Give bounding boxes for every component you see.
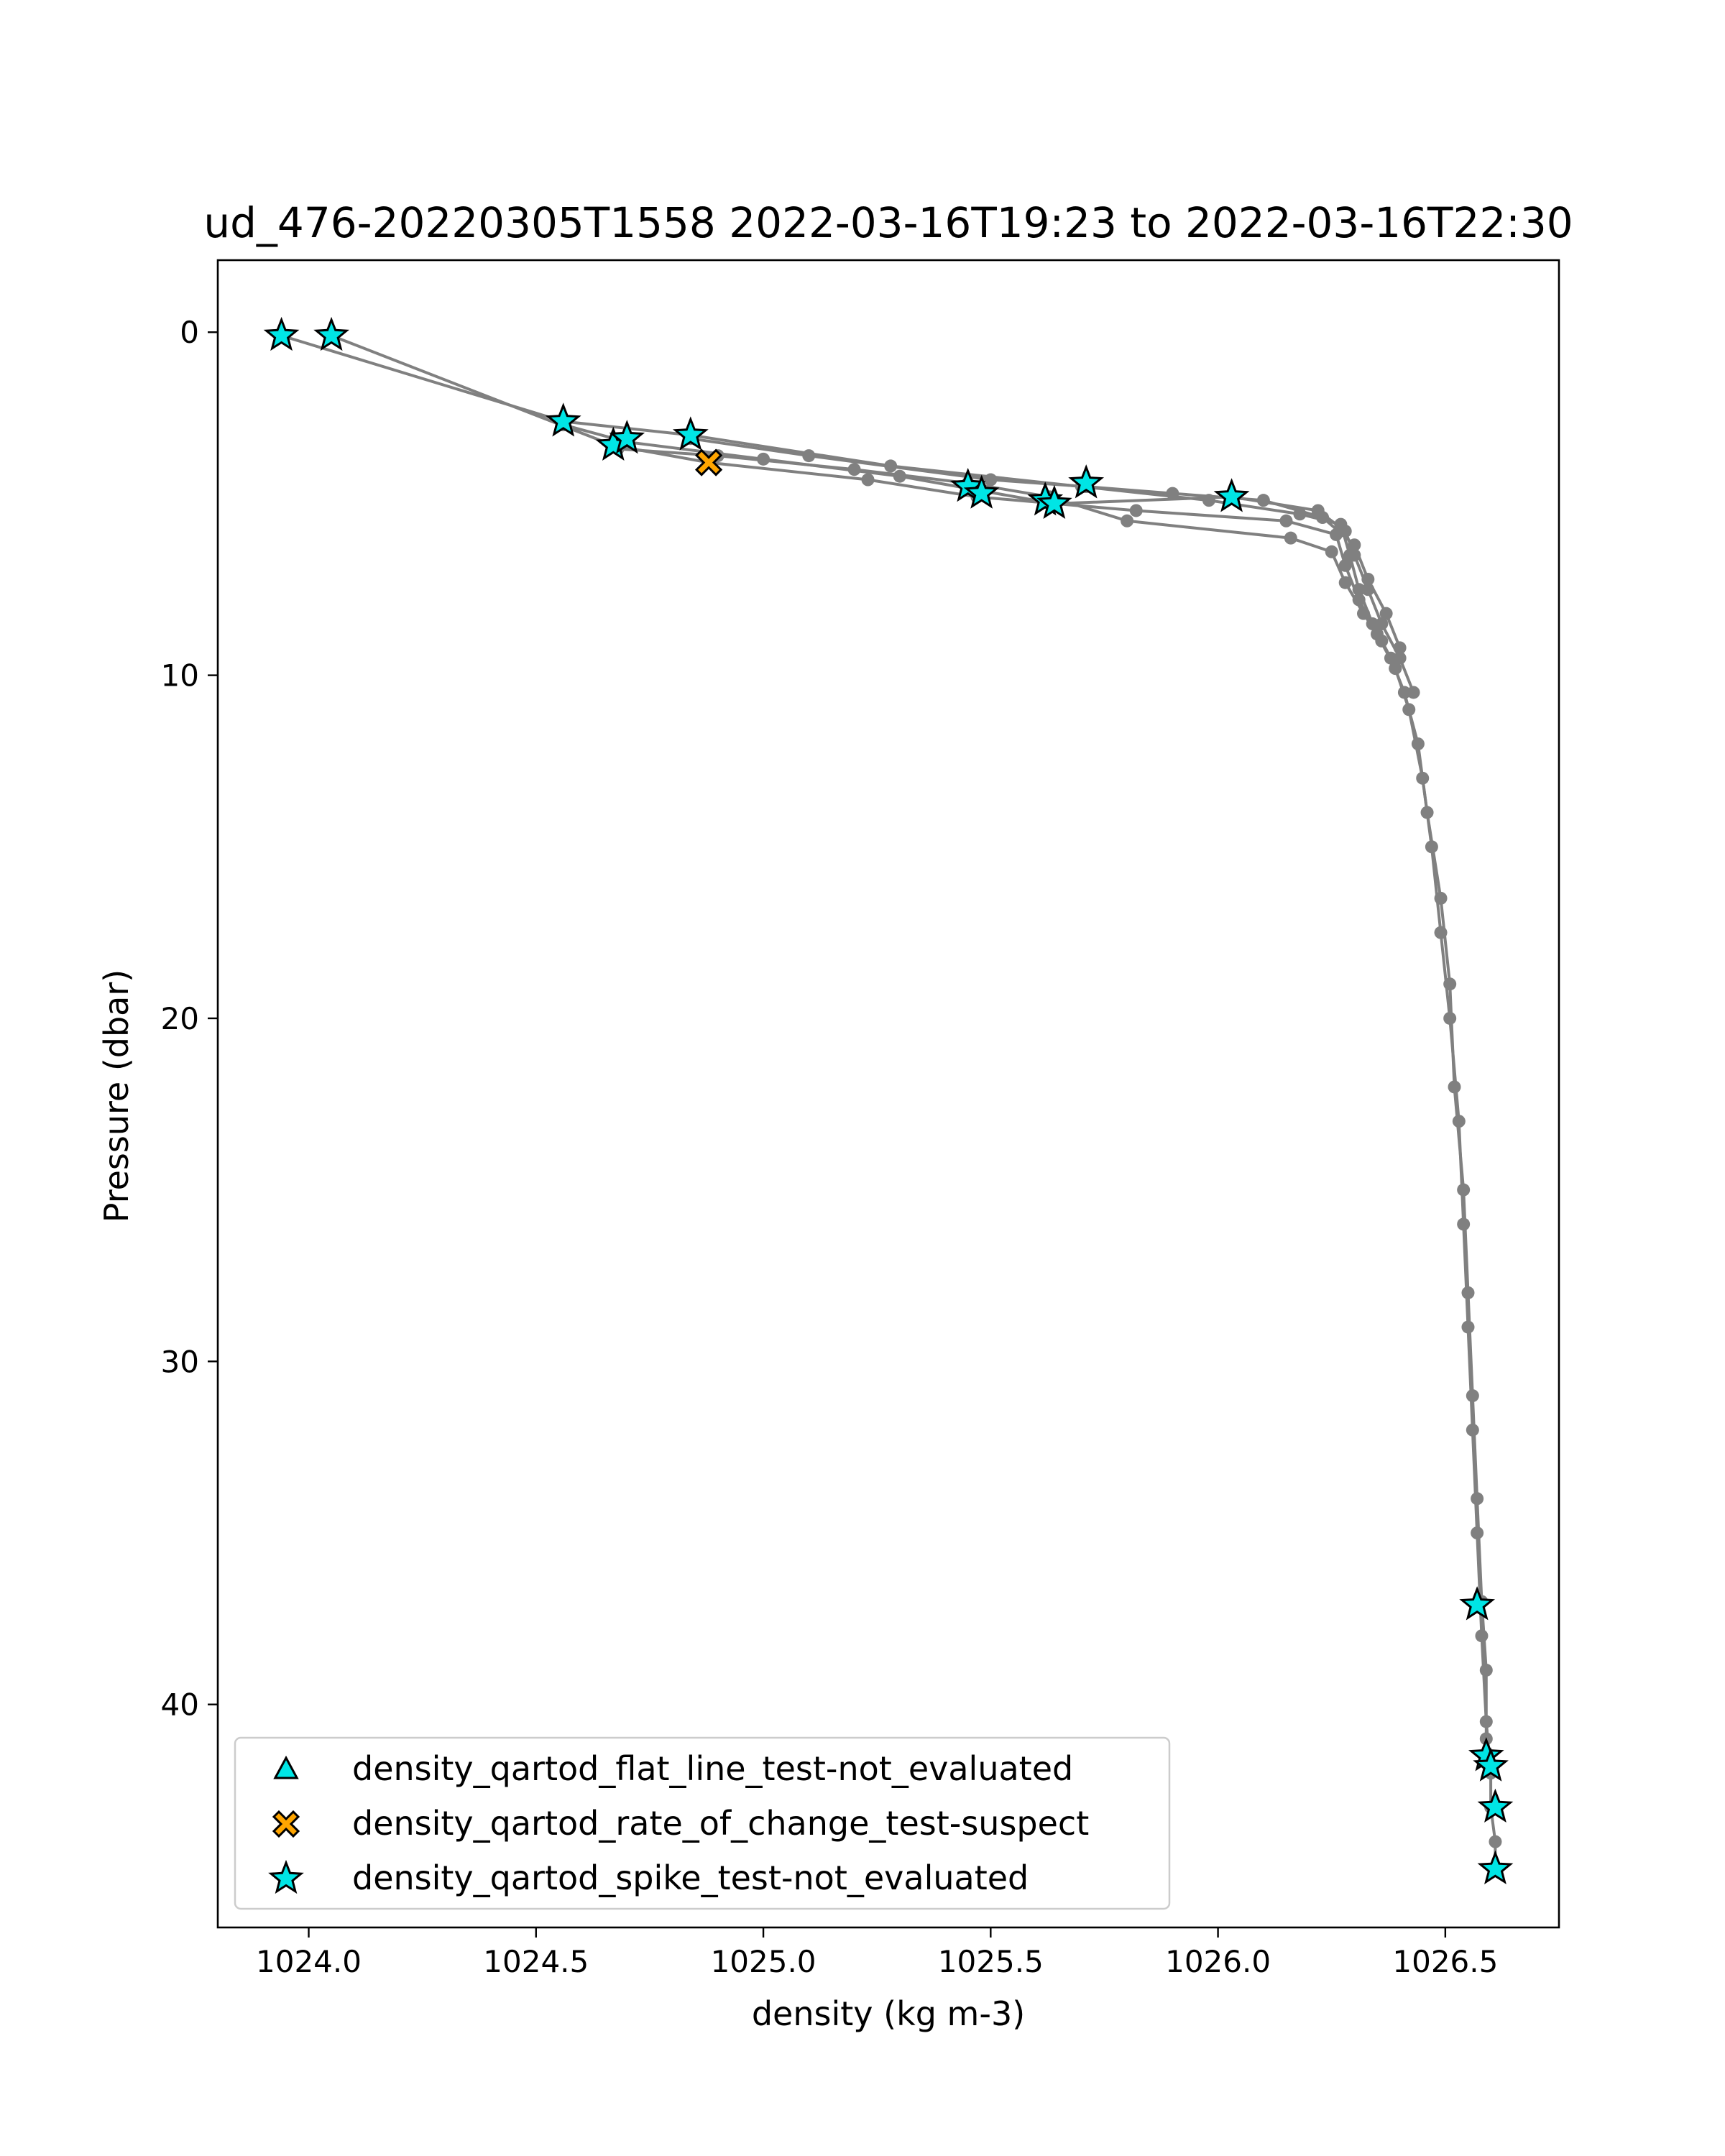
profile-point xyxy=(1475,1629,1489,1643)
x-axis-label: density (kg m-3) xyxy=(752,1994,1025,2033)
profile-point xyxy=(1479,1663,1493,1677)
x-tick-label: 1026.5 xyxy=(1392,1944,1498,1979)
profile-point xyxy=(1375,634,1389,648)
profile-point xyxy=(1389,662,1402,676)
profile-point xyxy=(1279,514,1293,528)
x-tick-label: 1025.5 xyxy=(938,1944,1044,1979)
profile-point xyxy=(861,473,875,487)
profile-point xyxy=(1393,651,1407,665)
profile-point xyxy=(802,449,816,463)
plot-frame xyxy=(216,259,1560,1929)
legend: density_qartod_flat_line_test-not_evalua… xyxy=(234,1736,1171,1910)
spike-flag-star xyxy=(545,402,581,437)
plot-area xyxy=(263,316,1514,1884)
profile-point xyxy=(1379,607,1393,620)
spike-flag-star xyxy=(313,316,350,351)
x-axis-ticks: 1024.0 1024.5 1025.0 1025.5 1026.0 1026.5 xyxy=(256,1927,1498,1979)
spike-flag-star xyxy=(1477,1788,1514,1823)
spike-flag-star xyxy=(1213,478,1250,512)
spike-flag-star xyxy=(1459,1586,1496,1621)
spike-flag-star xyxy=(263,316,300,351)
profile-point xyxy=(1479,1715,1493,1728)
profile-point xyxy=(1129,504,1143,517)
profile-point xyxy=(847,463,861,476)
legend-marker-x xyxy=(272,1810,300,1838)
spike-flag-star xyxy=(1068,464,1105,499)
spike-flag-star xyxy=(963,474,1000,509)
y-tick-label: 20 xyxy=(161,1001,199,1036)
profile-point xyxy=(1361,572,1375,586)
profile-point xyxy=(1284,531,1297,545)
plot-inner xyxy=(263,316,1514,1884)
profile-point xyxy=(1452,1115,1466,1128)
legend-marker-triangle xyxy=(273,1755,299,1779)
spike-flag-star xyxy=(1477,1850,1514,1884)
profile-point xyxy=(1425,840,1438,854)
profile-point xyxy=(1448,1080,1461,1094)
y-tick-label: 0 xyxy=(180,315,199,350)
profile-point xyxy=(1457,1183,1471,1197)
y-axis-label: Pressure (dbar) xyxy=(97,969,136,1222)
profile-point xyxy=(1348,538,1361,552)
legend-box xyxy=(234,1736,1171,1910)
profile-point xyxy=(1489,1835,1502,1848)
profile-point xyxy=(1471,1492,1484,1506)
y-tick-label: 40 xyxy=(161,1687,199,1723)
profile-point xyxy=(1461,1320,1475,1334)
profile-point xyxy=(1461,1286,1475,1299)
profile-point xyxy=(1338,558,1352,572)
profile-point xyxy=(1434,926,1448,939)
rate-of-change-flag-x xyxy=(694,448,723,476)
spike-flag-star xyxy=(609,420,645,454)
profile-point xyxy=(1402,703,1416,717)
profile-point xyxy=(1316,511,1330,525)
x-tick-label: 1024.0 xyxy=(256,1944,362,1979)
legend-label: density_qartod_rate_of_change_test-suspe… xyxy=(352,1804,1089,1843)
legend-label: density_qartod_flat_line_test-not_evalua… xyxy=(352,1749,1073,1788)
profile-point xyxy=(1457,1217,1471,1231)
y-axis-ticks: 0 10 20 30 40 xyxy=(161,315,218,1723)
profile-point xyxy=(1325,545,1338,558)
profile-point xyxy=(1416,771,1430,785)
x-tick-label: 1025.0 xyxy=(711,1944,816,1979)
profile-point xyxy=(1471,1526,1484,1540)
profile-point xyxy=(1443,1011,1457,1025)
profile-point xyxy=(1166,487,1179,500)
spike-flag-star xyxy=(1036,484,1072,520)
legend-marker-star xyxy=(268,1859,304,1894)
profile-point xyxy=(1357,607,1371,620)
y-tick-label: 30 xyxy=(161,1344,199,1379)
spike-flag-star xyxy=(672,416,709,451)
chart-title: ud_476-20220305T1558 2022-03-16T19:23 to… xyxy=(203,198,1573,247)
profile-point xyxy=(1466,1423,1479,1437)
profile-point xyxy=(1256,494,1270,507)
y-tick-label: 10 xyxy=(161,658,199,694)
profile-point xyxy=(1338,576,1352,589)
x-tick-label: 1024.5 xyxy=(483,1944,589,1979)
profile-point xyxy=(1393,641,1407,655)
x-tick-label: 1026.0 xyxy=(1165,1944,1271,1979)
legend-label: density_qartod_spike_test-not_evaluated xyxy=(352,1858,1029,1897)
profile-point xyxy=(1121,514,1134,528)
spike-flag-star xyxy=(1473,1747,1509,1782)
profile-point xyxy=(984,473,998,487)
profile-point xyxy=(1407,686,1420,699)
profile-point xyxy=(1375,617,1389,631)
profile-point xyxy=(1466,1389,1479,1403)
